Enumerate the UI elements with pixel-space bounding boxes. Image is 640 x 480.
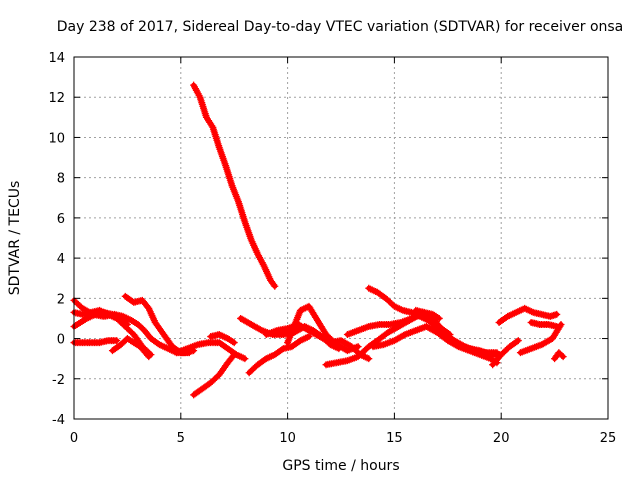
data-point-marker <box>305 333 313 341</box>
series-sat-r <box>369 322 501 367</box>
plot-frame <box>73 56 609 420</box>
data-point-marker <box>556 322 564 330</box>
data-point-marker <box>514 337 522 345</box>
data-point-marker <box>365 355 373 363</box>
data-point-marker <box>208 122 216 130</box>
y-tick-label: 2 <box>57 292 65 307</box>
data-point-marker <box>229 338 237 346</box>
data-point-marker <box>354 343 362 351</box>
series-sat-f <box>121 292 193 357</box>
data-point-marker <box>559 353 567 361</box>
series-sat-t <box>489 337 522 369</box>
x-tick-label: 0 <box>70 431 78 446</box>
data-point-marker <box>270 281 278 289</box>
x-tick-label: 25 <box>600 431 617 446</box>
data-point-marker <box>513 338 521 346</box>
data-point-marker <box>557 320 565 328</box>
series-sat-x <box>551 349 567 363</box>
x-tick-label: 5 <box>177 431 185 446</box>
data-point-marker <box>278 346 286 354</box>
x-tick-label: 15 <box>386 431 403 446</box>
series-sat-d <box>70 337 121 347</box>
axis-ticks: 0 5 10 15 20 25 -4 -2 0 2 4 6 8 10 12 14 <box>48 51 616 446</box>
y-tick-label: 10 <box>48 131 65 146</box>
series-sat-s <box>412 306 443 322</box>
data-point-marker <box>553 310 561 318</box>
x-tick-label: 20 <box>493 431 510 446</box>
series-layer <box>70 81 567 399</box>
data-point-marker <box>113 337 121 345</box>
data-point-marker <box>434 313 442 321</box>
series-sat-i <box>173 339 249 363</box>
data-point-marker <box>271 282 279 290</box>
y-tick-label: 6 <box>57 212 65 227</box>
series-sat-l <box>245 333 313 377</box>
y-tick-label: 0 <box>57 333 65 348</box>
y-tick-label: 4 <box>57 252 65 267</box>
series-sat-w <box>516 320 565 357</box>
series-sat-j <box>207 331 238 347</box>
data-point-marker <box>256 326 264 334</box>
data-point-marker <box>145 353 153 361</box>
y-axis-label: SDTVAR / TECUs <box>7 181 23 296</box>
y-tick-label: -2 <box>52 373 65 388</box>
data-point-marker <box>453 342 461 350</box>
x-tick-label: 10 <box>279 431 296 446</box>
data-point-marker <box>558 351 566 359</box>
y-tick-label: 8 <box>57 172 65 187</box>
data-point-marker <box>400 331 408 339</box>
series-sat-e <box>108 335 153 361</box>
y-tick-label: 12 <box>48 91 65 106</box>
x-axis-label: GPS time / hours <box>282 458 399 474</box>
series-sat-v <box>527 318 561 330</box>
y-tick-label: -4 <box>52 413 65 428</box>
data-point-marker <box>230 339 238 347</box>
series-sat-n <box>284 302 362 355</box>
data-point-marker <box>241 355 249 363</box>
data-point-marker <box>144 351 152 359</box>
series-sat-h <box>190 351 238 399</box>
data-point-marker <box>435 314 443 322</box>
series-sat-c <box>70 306 155 359</box>
chart-title: Day 238 of 2017, Sidereal Day-to-day VTE… <box>57 19 624 35</box>
y-tick-label: 14 <box>48 51 65 66</box>
series-sat-g <box>190 81 279 290</box>
grid <box>74 57 608 419</box>
series-sat-u <box>495 304 561 326</box>
data-point-marker <box>493 349 501 357</box>
